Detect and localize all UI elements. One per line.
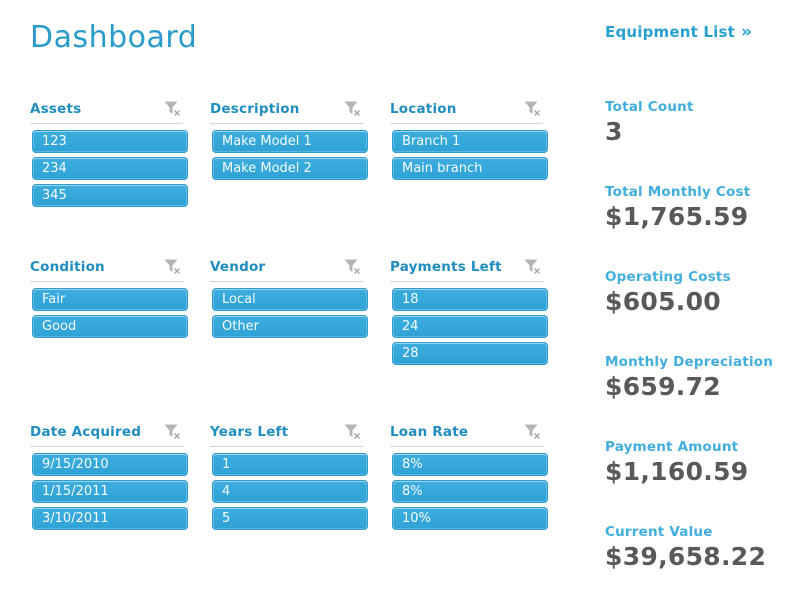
slicer-item[interactable]: Main branch [392,157,548,180]
kpi-label: Total Count [605,99,694,115]
clear-filter-icon[interactable] [343,258,363,276]
kpi-value: $659.72 [605,372,721,401]
slicer-date-acquired: Date Acquired 9/15/2010 1/15/2011 3/10/2… [30,421,188,534]
slicer-item[interactable]: 8% [392,453,548,476]
slicer-title: Date Acquired [30,424,142,440]
slicer-location: Location Branch 1 Main branch [390,98,548,184]
slicer-vendor: Vendor Local Other [210,256,368,342]
clear-filter-icon[interactable] [343,100,363,118]
slicer-divider [30,446,183,447]
kpi-label: Payment Amount [605,439,739,455]
kpi-operating-costs: Operating Costs $605.00 [605,269,800,316]
slicer-item[interactable]: Other [212,315,368,338]
kpi-current-value: Current Value $39,658.22 [605,524,800,571]
slicer-item[interactable]: Local [212,288,368,311]
slicer-item[interactable]: 4 [212,480,368,503]
kpi-value: $1,160.59 [605,457,749,486]
slicer-item[interactable]: Good [32,315,188,338]
slicer-item[interactable]: 3/10/2011 [32,507,188,530]
clear-filter-icon[interactable] [343,423,363,441]
clear-filter-icon[interactable] [163,100,183,118]
clear-filter-icon[interactable] [523,100,543,118]
slicer-title: Location [390,101,457,117]
slicer-item[interactable]: 5 [212,507,368,530]
slicer-item[interactable]: 24 [392,315,548,338]
equipment-list-link-label: Equipment List [605,23,736,41]
slicer-item[interactable]: 1 [212,453,368,476]
kpi-total-count: Total Count 3 [605,99,800,146]
slicer-loan-rate: Loan Rate 8% 8% 10% [390,421,548,534]
slicer-payments-left: Payments Left 18 24 28 [390,256,548,369]
slicer-item[interactable]: 9/15/2010 [32,453,188,476]
page-title: Dashboard [30,20,198,55]
slicer-divider [30,281,183,282]
kpi-monthly-depreciation: Monthly Depreciation $659.72 [605,354,800,401]
kpi-value: $605.00 [605,287,721,316]
slicer-years-left: Years Left 1 4 5 [210,421,368,534]
slicer-divider [210,123,363,124]
slicer-title: Payments Left [390,259,502,275]
slicer-title: Description [210,101,300,117]
kpi-value: 3 [605,117,623,146]
slicer-description: Description Make Model 1 Make Model 2 [210,98,368,184]
slicer-item[interactable]: Make Model 2 [212,157,368,180]
slicer-title: Vendor [210,259,266,275]
slicer-item[interactable]: 18 [392,288,548,311]
kpi-label: Monthly Depreciation [605,354,774,370]
slicer-item[interactable]: 234 [32,157,188,180]
slicer-title: Assets [30,101,82,117]
kpi-value: $1,765.59 [605,202,749,231]
slicer-item[interactable]: 8% [392,480,548,503]
slicer-divider [390,123,543,124]
slicer-item[interactable]: Branch 1 [392,130,548,153]
slicer-title: Years Left [210,424,289,440]
slicer-title: Loan Rate [390,424,469,440]
kpi-label: Current Value [605,524,713,540]
kpi-label: Total Monthly Cost [605,184,751,200]
clear-filter-icon[interactable] [523,258,543,276]
slicer-item[interactable]: Fair [32,288,188,311]
clear-filter-icon[interactable] [523,423,543,441]
slicer-divider [210,281,363,282]
slicer-item[interactable]: Make Model 1 [212,130,368,153]
kpi-label: Operating Costs [605,269,731,285]
slicer-title: Condition [30,259,105,275]
slicer-item[interactable]: 10% [392,507,548,530]
kpi-payment-amount: Payment Amount $1,160.59 [605,439,800,486]
slicer-item[interactable]: 28 [392,342,548,365]
equipment-list-link[interactable]: Equipment List » [605,21,752,42]
clear-filter-icon[interactable] [163,423,183,441]
slicer-divider [390,446,543,447]
double-chevron-icon: » [741,21,752,42]
slicer-condition: Condition Fair Good [30,256,188,342]
slicer-assets: Assets 123 234 345 [30,98,188,211]
slicer-item[interactable]: 1/15/2011 [32,480,188,503]
slicer-divider [30,123,183,124]
clear-filter-icon[interactable] [163,258,183,276]
slicer-item[interactable]: 123 [32,130,188,153]
kpi-total-monthly-cost: Total Monthly Cost $1,765.59 [605,184,800,231]
slicer-divider [390,281,543,282]
kpi-value: $39,658.22 [605,542,767,571]
slicer-item[interactable]: 345 [32,184,188,207]
slicer-divider [210,446,363,447]
